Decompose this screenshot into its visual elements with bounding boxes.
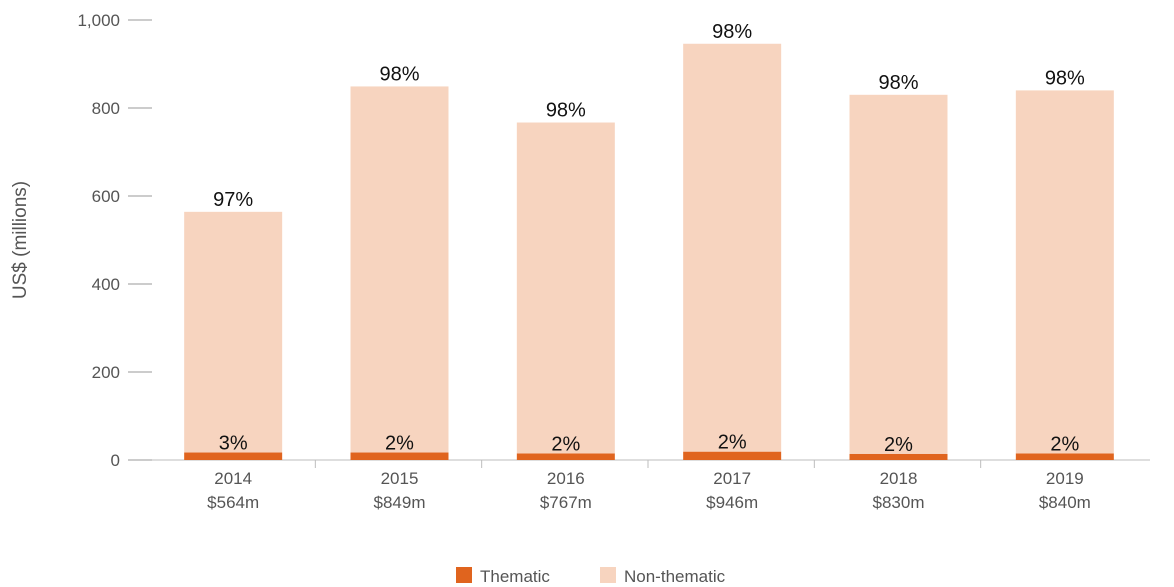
bar-non-thematic-2015 (350, 86, 449, 453)
x-tick-label: 2018 (880, 469, 918, 488)
thematic-percent-label: 2% (551, 433, 580, 455)
bar-thematic-2014 (184, 452, 283, 460)
y-tick-label: 200 (92, 363, 120, 382)
bar-thematic-2019 (1015, 453, 1114, 460)
legend-swatch-thematic (456, 567, 472, 583)
x-tick-label: 2019 (1046, 469, 1084, 488)
data-labels: 3% 97% 2% 98% 2% 98% 2% 98% 2% 98% 2% 98% (213, 21, 1085, 456)
non-thematic-percent-label: 97% (213, 189, 253, 211)
thematic-percent-label: 3% (219, 433, 248, 455)
bar-thematic-2015 (350, 452, 449, 460)
thematic-percent-label: 2% (718, 432, 747, 454)
bars (184, 43, 1114, 460)
x-axis: 2014 $564m 2015 $849m 2016 $767m 2017 $946m 2018… (152, 459, 1150, 512)
legend-label-thematic: Thematic (480, 567, 550, 586)
y-tick-label: 0 (111, 451, 120, 470)
thematic-percent-label: 2% (884, 434, 913, 456)
y-axis: 0 200 400 600 800 1,000 (77, 11, 152, 470)
legend-swatch-non-thematic (600, 567, 616, 583)
y-axis-label: US$ (millions) (10, 181, 31, 299)
non-thematic-percent-label: 98% (878, 72, 918, 94)
non-thematic-percent-label: 98% (379, 63, 419, 85)
bar-thematic-2018 (849, 453, 948, 460)
x-tick-label: 2015 (381, 469, 419, 488)
bar-non-thematic-2016 (516, 122, 615, 454)
category-total-label: $830m (873, 493, 925, 512)
bar-non-thematic-2018 (849, 94, 948, 454)
bar-non-thematic-2019 (1015, 90, 1114, 454)
bar-non-thematic-2017 (683, 43, 782, 452)
y-tick-label: 600 (92, 187, 120, 206)
category-total-label: $564m (207, 493, 259, 512)
legend: Thematic Non-thematic (456, 567, 726, 586)
bar-non-thematic-2014 (184, 211, 283, 453)
thematic-percent-label: 2% (1050, 433, 1079, 455)
category-total-label: $840m (1039, 493, 1091, 512)
category-total-label: $946m (706, 493, 758, 512)
thematic-percent-label: 2% (385, 433, 414, 455)
y-tick-label: 400 (92, 275, 120, 294)
bar-thematic-2016 (516, 453, 615, 460)
non-thematic-percent-label: 98% (546, 100, 586, 122)
category-total-label: $849m (374, 493, 426, 512)
x-tick-label: 2016 (547, 469, 585, 488)
non-thematic-percent-label: 98% (712, 21, 752, 43)
category-total-label: $767m (540, 493, 592, 512)
non-thematic-percent-label: 98% (1045, 67, 1085, 89)
legend-label-non-thematic: Non-thematic (624, 567, 726, 586)
bar-thematic-2017 (683, 451, 782, 460)
y-tick-label: 1,000 (77, 11, 120, 30)
x-tick-label: 2017 (713, 469, 751, 488)
y-tick-label: 800 (92, 99, 120, 118)
x-tick-label: 2014 (214, 469, 252, 488)
